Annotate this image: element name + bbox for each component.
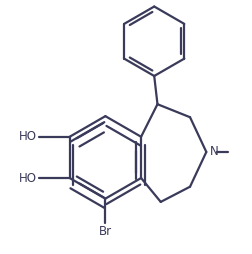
Text: N: N [210,146,218,158]
Text: HO: HO [19,171,37,184]
Text: Br: Br [99,225,112,238]
Text: HO: HO [19,130,37,143]
